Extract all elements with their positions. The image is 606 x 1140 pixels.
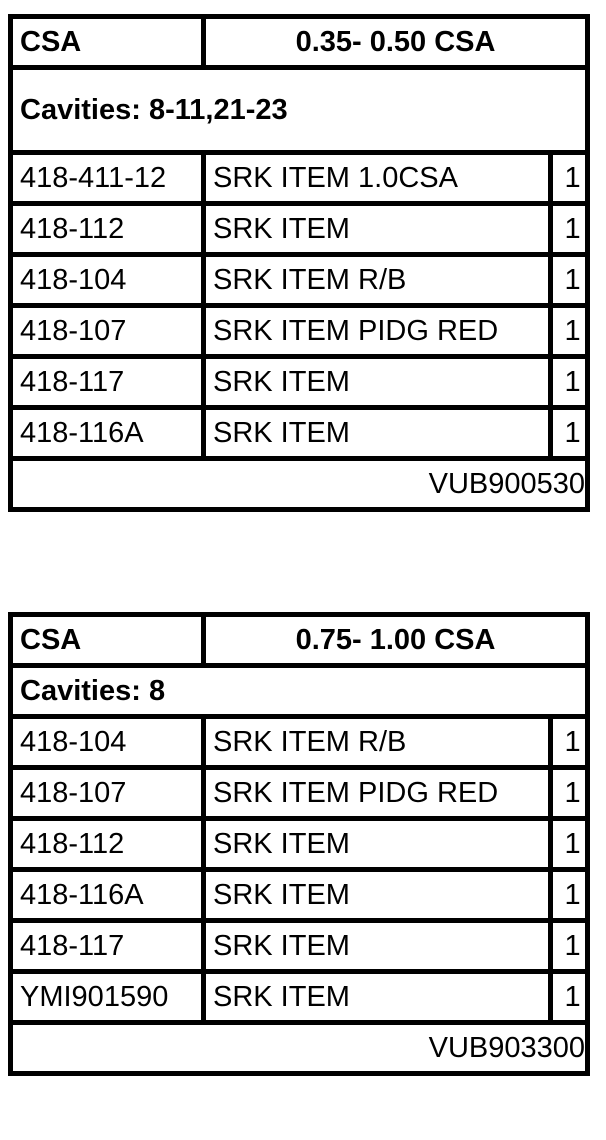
table-row: 418-117 SRK ITEM 1 (8, 354, 591, 410)
table-row: 418-116A SRK ITEM 1 (8, 867, 591, 923)
footer-code: VUB900530 (7, 456, 591, 512)
header-label: CSA (8, 612, 206, 668)
quantity: 1 (547, 252, 591, 308)
footer-row: VUB900530 (7, 456, 591, 512)
description: SRK ITEM PIDG RED (201, 765, 553, 821)
part-number: 418-116A (8, 405, 206, 461)
description: SRK ITEM (201, 867, 553, 923)
csa-table-2: CSA 0.75- 1.00 CSA Cavities: 8 418-104 SR… (7, 612, 591, 1076)
table-row: 418-116A SRK ITEM 1 (8, 405, 591, 461)
description: SRK ITEM 1.0CSA (201, 150, 553, 206)
description: SRK ITEM PIDG RED (201, 303, 553, 359)
table-row: 418-107 SRK ITEM PIDG RED 1 (8, 303, 591, 359)
quantity: 1 (547, 150, 591, 206)
description: SRK ITEM R/B (201, 714, 553, 770)
quantity: 1 (547, 714, 591, 770)
footer-code: VUB903300 (7, 1020, 591, 1076)
quantity: 1 (547, 201, 591, 257)
csa-table-1: CSA 0.35- 0.50 CSA Cavities: 8-11,21-23 … (7, 14, 591, 512)
part-number: 418-104 (8, 714, 206, 770)
quantity: 1 (547, 816, 591, 872)
part-number: 418-112 (8, 816, 206, 872)
description: SRK ITEM (201, 918, 553, 974)
quantity: 1 (547, 354, 591, 410)
cavities-label: Cavities: 8 (7, 663, 591, 719)
description: SRK ITEM (201, 969, 553, 1025)
description: SRK ITEM (201, 201, 553, 257)
cavities-row: Cavities: 8 (7, 663, 591, 719)
quantity: 1 (547, 303, 591, 359)
description: SRK ITEM R/B (201, 252, 553, 308)
quantity: 1 (547, 969, 591, 1025)
part-number: 418-116A (8, 867, 206, 923)
part-number: 418-117 (8, 918, 206, 974)
description: SRK ITEM (201, 816, 553, 872)
cavities-label: Cavities: 8-11,21-23 (7, 65, 591, 155)
header-row: CSA 0.75- 1.00 CSA (8, 612, 591, 668)
part-number: 418-117 (8, 354, 206, 410)
quantity: 1 (547, 405, 591, 461)
quantity: 1 (547, 765, 591, 821)
part-number: 418-112 (8, 201, 206, 257)
footer-row: VUB903300 (7, 1020, 591, 1076)
part-number: 418-411-12 (8, 150, 206, 206)
table-row: 418-411-12 SRK ITEM 1.0CSA 1 (8, 150, 591, 206)
table-row: 418-104 SRK ITEM R/B 1 (8, 714, 591, 770)
description: SRK ITEM (201, 405, 553, 461)
quantity: 1 (547, 918, 591, 974)
table-row: YMI901590 SRK ITEM 1 (8, 969, 591, 1025)
description: SRK ITEM (201, 354, 553, 410)
table-row: 418-107 SRK ITEM PIDG RED 1 (8, 765, 591, 821)
header-range: 0.75- 1.00 CSA (200, 612, 591, 668)
table-row: 418-104 SRK ITEM R/B 1 (8, 252, 591, 308)
quantity: 1 (547, 867, 591, 923)
part-number: 418-107 (8, 765, 206, 821)
table-row: 418-112 SRK ITEM 1 (8, 816, 591, 872)
header-label: CSA (8, 14, 206, 70)
table-row: 418-117 SRK ITEM 1 (8, 918, 591, 974)
table-row: 418-112 SRK ITEM 1 (8, 201, 591, 257)
part-number: YMI901590 (8, 969, 206, 1025)
part-number: 418-104 (8, 252, 206, 308)
cavities-row: Cavities: 8-11,21-23 (7, 65, 591, 155)
part-number: 418-107 (8, 303, 206, 359)
header-row: CSA 0.35- 0.50 CSA (8, 14, 591, 70)
header-range: 0.35- 0.50 CSA (200, 14, 591, 70)
